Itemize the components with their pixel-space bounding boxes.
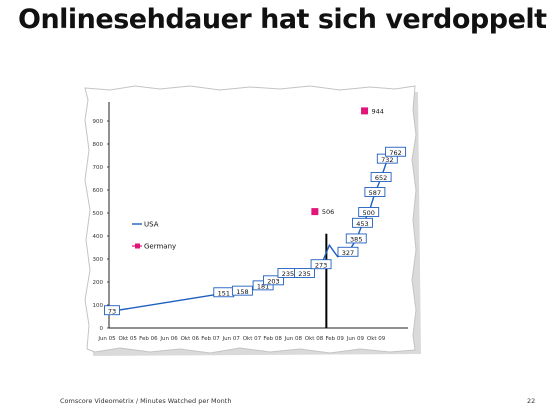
y-tick-label: 0	[100, 326, 104, 332]
usa-data-label-box	[263, 275, 284, 286]
usa-data-label: 587	[369, 189, 381, 197]
legend-usa-label: USA	[144, 221, 159, 229]
usa-data-label: 158	[236, 288, 248, 296]
usa-data-label: 73	[108, 307, 116, 315]
y-tick-label: 800	[93, 142, 104, 148]
usa-data-label-box	[337, 246, 359, 257]
germany-data-label: 944	[372, 107, 384, 115]
usa-data-label-box	[370, 172, 392, 182]
usa-data-label: 235	[298, 270, 310, 278]
usa-data-label: 181	[257, 283, 269, 291]
x-tick-label: Okt 06	[181, 336, 200, 342]
x-tick-label: Feb 09	[325, 336, 344, 342]
usa-data-label: 652	[375, 174, 387, 182]
x-tick-label: Jun 05	[97, 336, 116, 342]
legend-germany-label: Germany	[144, 243, 176, 251]
x-tick-label: Jun 06	[159, 336, 178, 342]
germany-data-point	[361, 107, 369, 115]
usa-data-label-box	[358, 207, 380, 217]
usa-data-label: 235	[282, 270, 294, 278]
legend-germany-swatch	[135, 243, 140, 249]
usa-data-label-box	[310, 259, 332, 270]
usa-data-label: 327	[342, 249, 354, 257]
y-tick-label: 500	[93, 211, 104, 217]
usa-data-label: 203	[267, 278, 279, 286]
torn-paper-background	[84, 85, 417, 354]
usa-data-label: 385	[350, 236, 362, 244]
x-tick-label: Okt 09	[367, 336, 386, 342]
usa-data-label-box	[385, 146, 407, 157]
x-tick-label: Feb 08	[263, 336, 282, 342]
footer-source-note: Comscore Videometrix / Minutes Watched p…	[60, 397, 232, 405]
usa-data-label-box	[364, 187, 386, 197]
y-tick-label: 400	[93, 234, 104, 240]
usa-data-label: 453	[356, 220, 368, 228]
usa-data-label: 151	[218, 289, 230, 297]
x-tick-label: Okt 07	[243, 336, 262, 342]
x-tick-label: Jun 08	[284, 336, 303, 342]
usa-data-label: 762	[389, 149, 401, 157]
x-tick-label: Okt 05	[118, 336, 137, 342]
germany-data-label: 506	[322, 208, 334, 216]
x-tick-label: Feb 07	[201, 336, 220, 342]
y-tick-label: 300	[93, 257, 104, 263]
x-tick-label: Jun 07	[222, 336, 241, 342]
y-tick-label: 200	[93, 280, 104, 286]
x-tick-label: Jun 09	[346, 336, 365, 342]
y-tick-label: 700	[93, 165, 104, 171]
germany-data-point	[311, 208, 319, 216]
usa-data-label: 500	[362, 209, 374, 217]
y-tick-label: 900	[93, 119, 104, 125]
usa-data-label-box	[231, 285, 253, 296]
usa-data-label: 732	[381, 156, 393, 164]
usa-data-label: 273	[315, 261, 327, 269]
x-tick-label: Okt 08	[305, 336, 324, 342]
usa-data-label-box	[104, 305, 120, 316]
y-tick-label: 100	[93, 303, 104, 309]
usa-data-label-box	[352, 217, 373, 228]
usa-data-label-box	[294, 268, 315, 278]
slide-title: Onlinesehdauer hat sich verdoppelt!	[18, 4, 550, 35]
usa-data-label-box	[345, 233, 367, 244]
chart-layer: 0 100 200 300 400 500 600 700 800 900 Jun 05 Okt 05…	[93, 102, 408, 342]
x-tick-label: Feb 06	[139, 336, 158, 342]
y-tick-label: 600	[93, 188, 104, 194]
page-number: 22	[527, 397, 536, 405]
